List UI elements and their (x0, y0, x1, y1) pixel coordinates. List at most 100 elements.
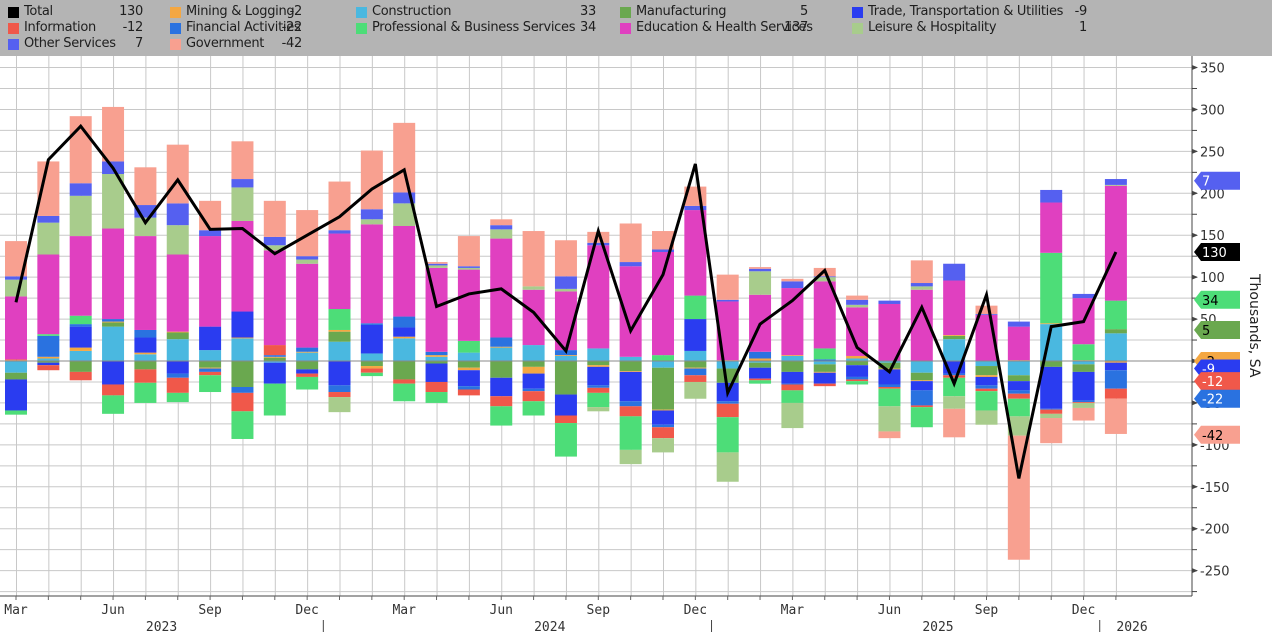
bar-segment (1007, 326, 1030, 361)
bar-segment (393, 338, 416, 361)
bar-segment (684, 367, 707, 369)
bar-segment (328, 233, 351, 310)
value-tag: -42 (1194, 425, 1240, 444)
legend-swatch (8, 39, 19, 50)
y-tick-arrow (1192, 484, 1198, 490)
bar-segment (263, 383, 286, 416)
bar-segment (652, 427, 674, 439)
bar-segment (263, 250, 286, 346)
bar-segment (684, 205, 707, 211)
bar-segment (5, 241, 27, 277)
bar-segment (490, 219, 513, 226)
x-tick-label: Sep (198, 603, 222, 618)
bar-segment (102, 319, 125, 322)
value-tag: -12 (1194, 372, 1240, 391)
bar-segment (587, 231, 610, 243)
bar-segment (846, 299, 869, 305)
bar-segment (425, 361, 448, 364)
bar-segment (910, 381, 933, 391)
bar-segment (296, 376, 319, 390)
bar-segment (69, 347, 92, 351)
bar-segment (263, 345, 286, 356)
x-tick-label: Sep (587, 603, 611, 618)
bar-segment (425, 263, 448, 266)
bar-segment (360, 209, 383, 220)
bar-segment (522, 373, 545, 389)
legend-item: Manufacturing 5 (620, 4, 808, 20)
bar-segment (813, 364, 836, 372)
bar-segment (975, 361, 998, 367)
bar-segment (716, 274, 739, 300)
bar-segment (102, 361, 125, 385)
bar-segment (328, 181, 351, 231)
bar-segment (846, 381, 869, 385)
bar-segment (425, 363, 448, 382)
bar-segment (1072, 400, 1095, 403)
bar-segment (296, 259, 319, 264)
bar-segment (231, 386, 254, 393)
bar-segment (1040, 409, 1063, 414)
legend-swatch (356, 7, 367, 18)
bar-segment (1007, 398, 1030, 417)
bar-segment (360, 224, 383, 324)
bar-segment (587, 365, 610, 367)
bar-segment (328, 341, 351, 361)
bar-segment (296, 351, 319, 353)
bar-segment (490, 346, 513, 348)
bar-segment (910, 390, 933, 406)
bar-segment (134, 236, 157, 330)
bar-segment (490, 347, 513, 361)
bar-segment (231, 141, 254, 180)
year-label: 2026 (1116, 620, 1147, 635)
bar-segment (652, 367, 674, 410)
bar-segment (1007, 361, 1030, 376)
bar-segment (587, 387, 610, 393)
bar-segment (1007, 416, 1030, 436)
bar-segment (554, 355, 577, 356)
legend-label: Government (186, 36, 265, 51)
bar-segment (878, 300, 901, 304)
x-tick-label: Mar (781, 603, 805, 618)
bar-segment (1007, 375, 1030, 382)
bar-segment (360, 372, 383, 377)
bar-segment (910, 380, 933, 382)
bar-segment (975, 366, 998, 376)
bar-segment (102, 174, 125, 229)
bar-segment (296, 256, 319, 260)
bar-segment (684, 375, 707, 382)
bar-segment (781, 383, 804, 385)
bar-segment (360, 150, 383, 210)
legend-item: Education & Health Services 137 (620, 20, 813, 36)
bar-segment (846, 295, 869, 300)
bar-segment (878, 361, 901, 363)
bar-segment (37, 161, 60, 216)
bar-segment (943, 396, 966, 409)
bar-segment (878, 362, 901, 369)
legend-item: Leisure & Hospitality 1 (852, 20, 1087, 36)
bar-segment (296, 347, 319, 352)
bar-segment (102, 384, 125, 396)
legend-item: Information -12 (8, 20, 143, 36)
bar-segment (878, 384, 901, 387)
bar-segment (781, 402, 804, 429)
bar-segment (749, 380, 772, 384)
bar-segment (716, 361, 739, 369)
bar-segment (393, 361, 416, 380)
bar-segment (166, 225, 189, 255)
bar-segment (166, 331, 189, 333)
y-tick-label: 300 (1200, 103, 1225, 118)
bar-segment (652, 409, 674, 411)
bar-segment (102, 228, 125, 320)
legend-value: 130 (119, 4, 143, 19)
bar-segment (490, 361, 513, 378)
bar-segment (587, 366, 610, 386)
bar-segment (134, 361, 157, 370)
bar-segment (587, 407, 610, 412)
legend-value: 137 (784, 20, 808, 35)
bar-segment (684, 210, 707, 296)
bar-segment (652, 410, 674, 425)
bar-segment (878, 303, 901, 361)
bar-segment (1072, 344, 1095, 361)
bar-segment (393, 316, 416, 328)
year-label: 2024 (534, 620, 565, 635)
